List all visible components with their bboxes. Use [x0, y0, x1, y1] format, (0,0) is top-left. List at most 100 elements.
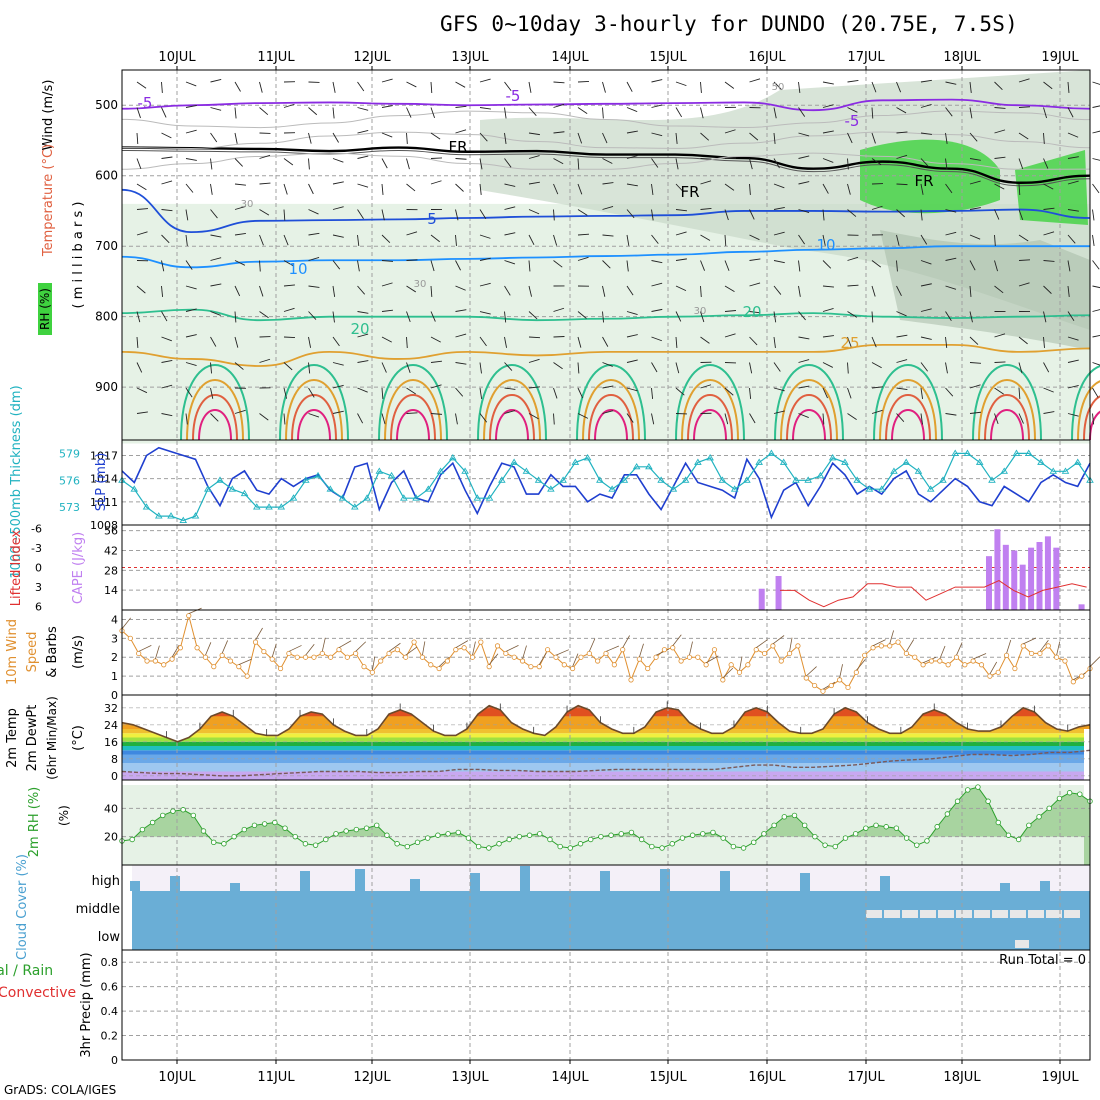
wind-barb — [749, 183, 751, 196]
wind-barb — [920, 362, 928, 372]
rh-point — [231, 833, 237, 840]
lifted-index-line — [780, 580, 1087, 608]
wind-barb — [185, 260, 193, 270]
temp-tick-label: 8 — [111, 753, 118, 766]
wind-barb — [1067, 234, 1076, 244]
cloud-row-label: middle — [76, 902, 120, 917]
wind-barb — [577, 256, 589, 261]
wind-barb — [847, 107, 858, 113]
wind-barb — [1092, 105, 1100, 108]
wind-barb — [994, 209, 1000, 220]
wind-barb — [357, 129, 369, 134]
wind-barb — [1006, 639, 1012, 654]
wind-barb — [283, 387, 288, 399]
cloud-high-bar — [600, 871, 610, 891]
wind-barb — [945, 362, 948, 374]
cloud-middle-gap — [1046, 910, 1062, 918]
rh2m-units: (%) — [57, 805, 71, 826]
wind-barb — [332, 410, 344, 414]
wind-barb — [136, 362, 143, 373]
wind-barb — [896, 359, 908, 363]
cloud-middle-gap — [938, 910, 954, 918]
wind-barb — [626, 413, 634, 423]
thickness-marker — [228, 485, 237, 492]
wind-barb — [798, 311, 806, 321]
wind-barb — [455, 209, 459, 221]
wind-speed-point — [786, 650, 793, 657]
wind-barb — [969, 411, 981, 414]
wind-speed-point — [670, 645, 676, 651]
wind-speed-point — [169, 656, 175, 662]
wind-barb — [749, 336, 758, 346]
wind-barb — [1092, 209, 1095, 221]
wind-barb — [528, 358, 540, 363]
wind-barb — [896, 311, 907, 317]
cloud-middle-gap — [920, 910, 936, 918]
cape-bar — [994, 529, 1001, 610]
thickness-marker — [988, 476, 996, 483]
thickness-marker — [951, 449, 960, 456]
wind-barb — [1043, 387, 1054, 393]
chart-title: GFS 0~10day 3-hourly for DUNDO (20.75E, … — [440, 12, 1018, 36]
wind-barb — [798, 260, 801, 272]
wind-barb — [210, 79, 222, 83]
wind-barb — [749, 78, 761, 83]
rh-contour — [121, 110, 1091, 129]
rh-point — [893, 825, 900, 831]
wind-barb — [234, 107, 237, 119]
wind-barb — [357, 209, 364, 219]
wind-barb — [479, 311, 491, 315]
thickness-marker — [424, 485, 433, 492]
thickness-marker — [449, 454, 457, 461]
wind-barb — [455, 362, 467, 365]
wind-barb — [822, 234, 826, 246]
wind-barb — [772, 635, 785, 645]
rh-point — [343, 828, 349, 834]
top-date-label: 14JUL — [551, 50, 589, 65]
thickness-marker — [743, 476, 751, 483]
thickness-marker — [657, 476, 665, 483]
cloud-middle-gap — [902, 910, 918, 918]
rh-point — [771, 822, 777, 829]
top-date-label: 10JUL — [158, 50, 196, 65]
wind-speed-point — [294, 654, 300, 660]
wind-barb — [626, 209, 635, 219]
wind-barb — [205, 642, 212, 656]
wind-barb — [945, 209, 957, 213]
rh-axis-title: RH (%) — [38, 288, 52, 330]
wind-axis-title-c: & Barbs — [45, 626, 60, 678]
wind-barb — [700, 260, 705, 271]
wind-barb — [1092, 335, 1100, 338]
pressure-tick-label: 900 — [95, 380, 118, 394]
rh-point — [414, 839, 421, 846]
thickness-marker — [914, 467, 923, 474]
wind-barb — [945, 81, 957, 85]
wind-speed-point — [286, 650, 292, 657]
wind-barb — [504, 336, 507, 348]
wind-tick-label: 2 — [111, 651, 118, 664]
contour-label: FR — [448, 138, 467, 156]
wind-barb — [1092, 260, 1100, 270]
wind-barb — [626, 81, 633, 92]
cape-bar — [758, 588, 765, 610]
cape-tick-label: 14 — [104, 584, 118, 597]
wind-barb — [871, 362, 882, 369]
wind-barb — [538, 652, 547, 665]
thickness-marker — [779, 458, 788, 465]
thickness-marker — [620, 476, 629, 483]
temp-axis-title-c: (6hr Min/Max) — [45, 696, 59, 780]
rh-point — [679, 835, 686, 841]
thickness-marker — [718, 476, 727, 483]
wind-barb — [724, 310, 736, 312]
wind-barb — [651, 209, 654, 221]
thickness-marker — [473, 494, 482, 501]
top-date-label: 17JUL — [847, 50, 885, 65]
li-tick-label: 6 — [35, 601, 42, 614]
wind-barb — [504, 232, 516, 236]
warm-layer-contour — [990, 409, 1024, 441]
thickness-marker — [534, 476, 543, 483]
wind-barb — [271, 643, 277, 658]
wind-barb — [602, 260, 611, 269]
wind-barb — [651, 413, 655, 425]
wind-barb — [1039, 640, 1049, 652]
